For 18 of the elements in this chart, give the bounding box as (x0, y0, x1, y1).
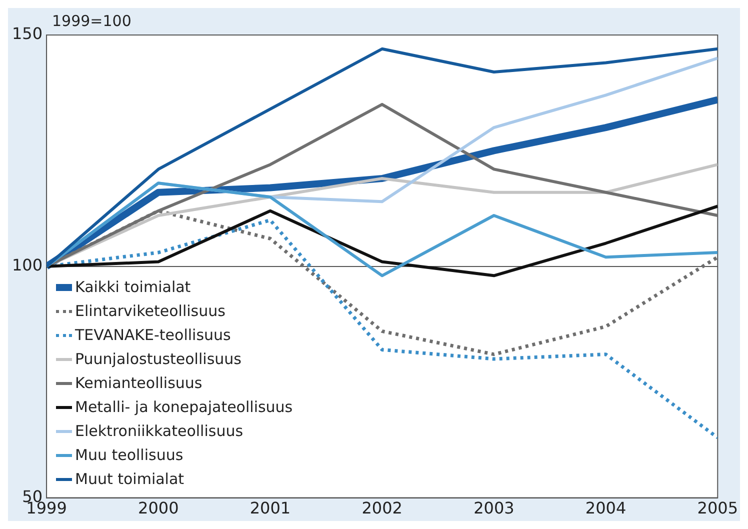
x-tick-label: 2001 (250, 498, 291, 518)
legend-label: TEVANAKE-teollisuus (75, 325, 231, 346)
x-tick-label: 2000 (138, 498, 179, 518)
legend-label: Muu teollisuus (75, 445, 184, 466)
x-tick-label: 2003 (474, 498, 514, 518)
legend-label: Elektroniikkateollisuus (75, 421, 244, 442)
y-axis-title: 1999=100 (52, 12, 132, 30)
legend-label: Metalli- ja konepajateollisuus (75, 397, 293, 418)
legend-label: Elintarviketeollisuus (75, 301, 226, 322)
legend-label: Muut toimialat (75, 469, 184, 490)
y-tick-label: 150 (12, 24, 43, 44)
y-tick-label: 100 (12, 256, 43, 275)
legend-label: Kemianteollisuus (75, 373, 202, 394)
x-tick-label: 2002 (362, 498, 402, 518)
x-tick-label: 2005 (697, 498, 738, 518)
x-tick-label: 2004 (585, 498, 626, 518)
legend-label: Puunjalostusteollisuus (75, 349, 242, 370)
legend-label: Kaikki toimialat (75, 277, 191, 298)
